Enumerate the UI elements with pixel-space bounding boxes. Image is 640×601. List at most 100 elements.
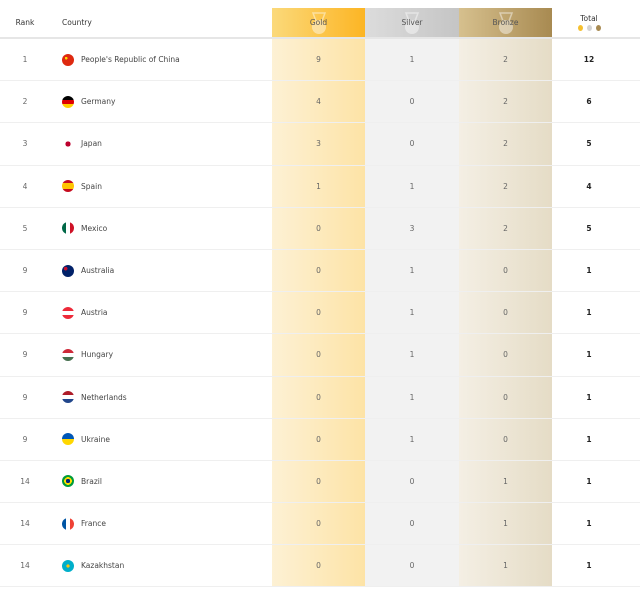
header-gold[interactable]: Gold [272, 8, 365, 37]
gold-cell: 0 [272, 207, 365, 249]
silver-cell: 1 [365, 292, 459, 334]
gold-cell: 9 [272, 39, 365, 81]
table-row[interactable]: 1 People's Republic of China 9 1 2 12 [0, 39, 640, 82]
rank-cell: 9 [22, 308, 28, 318]
silver-cell: 0 [365, 81, 459, 123]
flag-icon [62, 264, 74, 277]
rank-cell: 1 [22, 55, 28, 65]
flag-icon [62, 475, 74, 488]
silver-cell: 3 [365, 207, 459, 249]
total-cell: 4 [586, 181, 592, 191]
total-cell: 5 [586, 139, 592, 149]
flag-icon [62, 95, 74, 108]
medal-table: Rank Country Gold Silver Bronze Total 1 … [0, 8, 640, 588]
silver-cell: 0 [365, 123, 459, 165]
silver-medal-icon [402, 12, 422, 36]
country-cell[interactable]: Germany [62, 81, 272, 122]
total-cell: 1 [586, 350, 592, 360]
header-bronze[interactable]: Bronze [459, 8, 552, 37]
table-header: Rank Country Gold Silver Bronze Total [0, 8, 640, 39]
rank-cell: 9 [22, 434, 28, 444]
bronze-cell: 0 [459, 376, 552, 418]
rank-cell: 9 [22, 350, 28, 360]
flag-icon [62, 559, 74, 572]
rank-cell: 5 [22, 223, 28, 233]
flag-icon [62, 391, 74, 404]
total-cell: 6 [586, 97, 592, 107]
bronze-cell: 0 [459, 292, 552, 334]
table-row[interactable]: 2 Germany 4 0 2 6 [0, 81, 640, 124]
gold-cell: 0 [272, 460, 365, 503]
header-total[interactable]: Total [552, 8, 626, 37]
country-cell[interactable]: People's Republic of China [62, 39, 272, 80]
country-cell[interactable]: Ukraine [62, 419, 272, 460]
table-row[interactable]: 14 Brazil 0 0 1 1 [0, 460, 640, 504]
table-row[interactable]: 3 Japan 3 0 2 5 [0, 123, 640, 166]
total-cell: 1 [586, 561, 592, 571]
header-country[interactable]: Country [62, 18, 92, 27]
table-row[interactable]: 4 Spain 1 1 2 4 [0, 165, 640, 208]
table-row[interactable]: 9 Hungary 0 1 0 1 [0, 334, 640, 377]
country-cell[interactable]: Kazakhstan [62, 545, 272, 586]
table-row[interactable]: 9 Ukraine 0 1 0 1 [0, 418, 640, 461]
flag-icon [62, 348, 74, 361]
table-row[interactable]: 14 France 0 0 1 1 [0, 503, 640, 546]
country-cell[interactable]: Australia [62, 250, 272, 291]
gold-cell: 0 [272, 334, 365, 376]
bronze-cell: 0 [459, 418, 552, 460]
rank-cell: 2 [22, 97, 28, 107]
table-row[interactable]: 5 Mexico 0 3 2 5 [0, 207, 640, 250]
gold-cell: 4 [272, 81, 365, 123]
gold-cell: 0 [272, 503, 365, 545]
country-cell[interactable]: France [62, 503, 272, 544]
bronze-cell: 1 [459, 460, 552, 503]
rank-cell: 9 [22, 266, 28, 276]
gold-cell: 3 [272, 123, 365, 165]
country-cell[interactable]: Japan [62, 123, 272, 164]
bronze-cell: 1 [459, 503, 552, 545]
table-row[interactable]: 9 Austria 0 1 0 1 [0, 292, 640, 335]
gold-medal-icon [309, 12, 329, 36]
total-cell: 1 [586, 476, 592, 486]
country-cell[interactable]: Spain [62, 166, 272, 207]
total-cell: 1 [586, 392, 592, 402]
country-cell[interactable]: Netherlands [62, 377, 272, 418]
gold-cell: 0 [272, 418, 365, 460]
silver-cell: 0 [365, 545, 459, 587]
header-rank[interactable]: Rank [15, 18, 35, 27]
table-row[interactable]: 9 Australia 0 1 0 1 [0, 249, 640, 293]
total-cell: 1 [586, 266, 592, 276]
flag-icon [62, 433, 74, 446]
bronze-cell: 2 [459, 39, 552, 81]
country-cell[interactable]: Mexico [62, 208, 272, 249]
total-medals-icon [577, 25, 601, 31]
flag-icon [62, 517, 74, 530]
bronze-medal-icon [496, 12, 516, 36]
bronze-cell: 2 [459, 123, 552, 165]
country-cell[interactable]: Hungary [62, 334, 272, 375]
silver-cell: 1 [365, 376, 459, 418]
header-silver[interactable]: Silver [365, 8, 459, 37]
silver-cell: 1 [365, 249, 459, 292]
total-cell: 1 [586, 308, 592, 318]
table-row[interactable]: 9 Netherlands 0 1 0 1 [0, 376, 640, 419]
flag-icon [62, 180, 74, 193]
flag-icon [62, 137, 74, 150]
country-cell[interactable]: Austria [62, 292, 272, 333]
flag-icon [62, 222, 74, 235]
gold-cell: 0 [272, 249, 365, 292]
table-row[interactable]: 14 Kazakhstan 0 0 1 1 [0, 545, 640, 588]
gold-cell: 0 [272, 376, 365, 418]
silver-cell: 1 [365, 334, 459, 376]
silver-cell: 0 [365, 460, 459, 503]
total-cell: 5 [586, 223, 592, 233]
rank-cell: 4 [22, 181, 28, 191]
silver-cell: 1 [365, 165, 459, 207]
bronze-cell: 0 [459, 249, 552, 292]
total-cell: 12 [583, 55, 595, 65]
rank-cell: 14 [20, 476, 30, 486]
rank-cell: 14 [20, 561, 30, 571]
bronze-cell: 1 [459, 545, 552, 587]
bronze-cell: 2 [459, 81, 552, 123]
country-cell[interactable]: Brazil [62, 461, 272, 502]
